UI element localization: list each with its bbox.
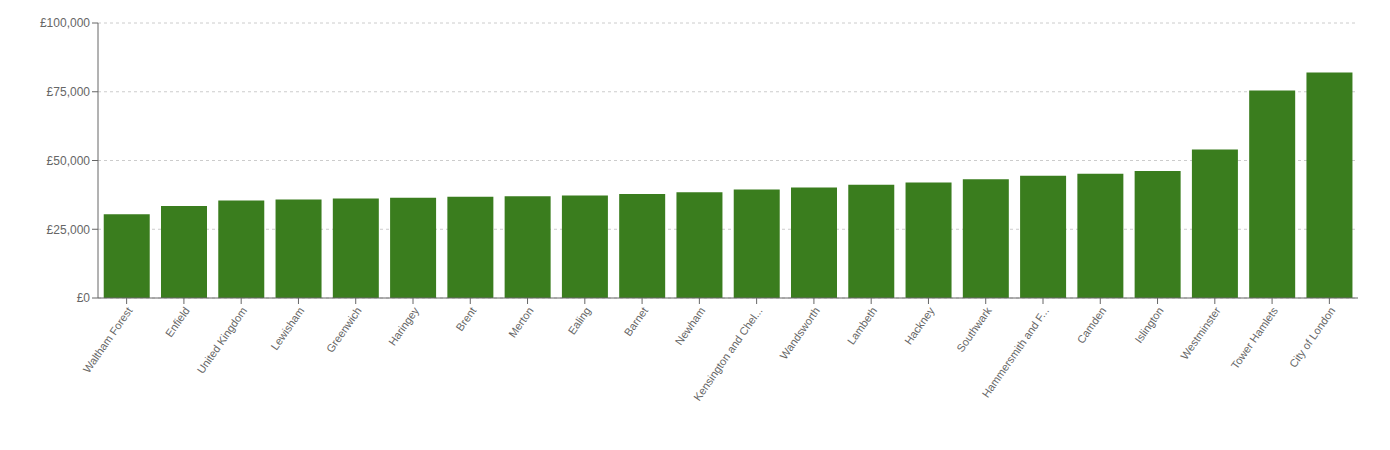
svg-text:£100,000: £100,000 <box>40 16 90 30</box>
svg-text:Wandsworth: Wandsworth <box>777 305 822 362</box>
svg-text:Enfield: Enfield <box>163 305 192 339</box>
svg-text:£50,000: £50,000 <box>47 154 91 168</box>
svg-text:Lewisham: Lewisham <box>268 305 306 352</box>
svg-text:Westminster: Westminster <box>1178 304 1223 361</box>
svg-text:Merton: Merton <box>506 305 535 340</box>
svg-text:Hammersmith and F...: Hammersmith and F... <box>979 305 1051 400</box>
svg-text:£75,000: £75,000 <box>47 85 91 99</box>
svg-text:Lambeth: Lambeth <box>845 305 879 347</box>
svg-text:Tower Hamlets: Tower Hamlets <box>1229 304 1281 371</box>
svg-text:Barnet: Barnet <box>622 305 650 338</box>
svg-text:Camden: Camden <box>1075 305 1109 346</box>
svg-text:United Kingdom: United Kingdom <box>194 305 249 376</box>
svg-text:Hackney: Hackney <box>902 304 937 346</box>
svg-text:£25,000: £25,000 <box>47 223 91 237</box>
svg-text:£0: £0 <box>77 291 91 305</box>
svg-text:Newham: Newham <box>673 305 708 347</box>
svg-text:Kensington and Chel...: Kensington and Chel... <box>691 305 765 403</box>
svg-text:Greenwich: Greenwich <box>324 305 364 355</box>
svg-text:Waltham Forest: Waltham Forest <box>81 305 135 375</box>
svg-text:City of London: City of London <box>1287 305 1338 370</box>
svg-text:Ealing: Ealing <box>565 305 592 337</box>
svg-text:Southwark: Southwark <box>954 304 994 354</box>
svg-text:Brent: Brent <box>453 305 478 333</box>
svg-text:Islington: Islington <box>1132 305 1165 345</box>
svg-text:Haringey: Haringey <box>386 304 421 347</box>
